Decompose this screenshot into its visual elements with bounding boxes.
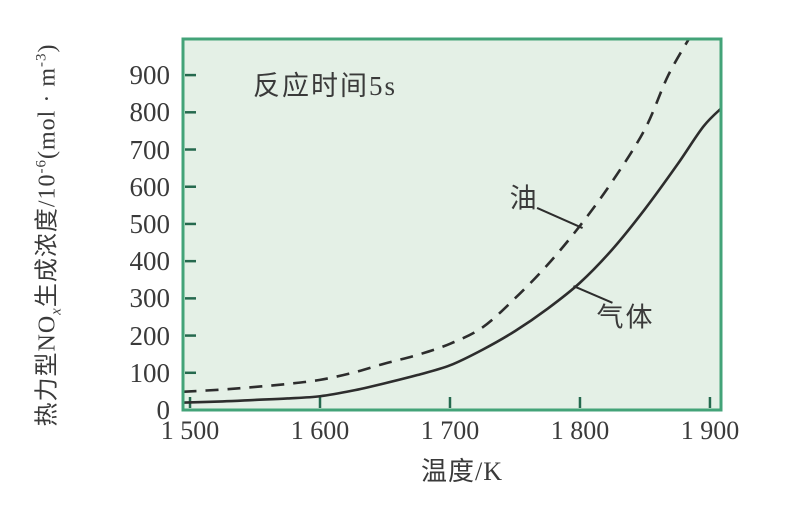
y-axis-title-part: (mol · m [34, 66, 61, 159]
series-curve-oil [184, 40, 690, 394]
x-tick-label: 1 600 [290, 416, 350, 445]
series-curve-gas [184, 108, 720, 404]
y-axis-title-superscript: -3 [33, 52, 50, 67]
y-tick-label: 600 [129, 171, 171, 202]
y-axis-title: 热力型NOx生成浓度/10-6(mol · m-3) [27, 43, 66, 426]
y-tick-label: 500 [129, 208, 171, 239]
series-label-gas: 气体 [596, 302, 655, 333]
y-axis-title-part: 热力型NO [34, 314, 61, 427]
annotation-reaction-time: 反应时间5s [253, 71, 398, 101]
x-axis-title: 温度/K [420, 457, 503, 486]
leader-line [573, 285, 613, 304]
y-tick-label: 700 [129, 134, 171, 165]
x-tick-label: 1 800 [550, 416, 610, 445]
y-tick-label: 900 [129, 60, 171, 91]
y-axis-title-part: ) [34, 43, 61, 53]
y-tick-label: 200 [129, 320, 171, 351]
y-axis-title-part: 生成浓度/10 [34, 173, 61, 308]
x-tick-label: 1 900 [680, 416, 740, 445]
y-tick-label: 0 [156, 395, 171, 425]
y-tick-label: 100 [129, 357, 171, 388]
series-label-oil: 油 [509, 183, 539, 214]
leader-line [536, 207, 583, 229]
y-axis-title-subscript: x [48, 307, 65, 315]
y-tick-label: 400 [129, 246, 171, 277]
x-tick-label: 1 700 [420, 416, 480, 445]
x-tick-label: 1 500 [160, 416, 220, 445]
y-axis-title-superscript: -6 [33, 158, 50, 174]
y-tick-label: 300 [129, 283, 171, 314]
y-tick-label: 800 [129, 97, 171, 128]
